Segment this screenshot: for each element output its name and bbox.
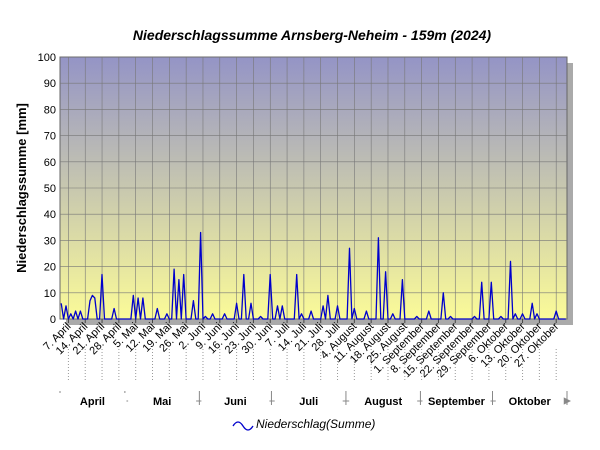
y-tick-label: 80 (44, 104, 56, 116)
month-label: August (364, 396, 402, 408)
legend-swatch (232, 421, 254, 431)
data-line (60, 231, 566, 320)
month-label: April (80, 396, 105, 408)
month-label-bg (495, 393, 564, 409)
y-tick-label: 10 (44, 288, 56, 300)
month-label-bg (349, 393, 418, 409)
month-label: September (428, 396, 486, 408)
chart-title: Niederschlagssumme Arnsberg-Neheim - 159… (133, 27, 492, 43)
y-tick-label: 0 (50, 314, 56, 326)
y-tick-label: 90 (44, 78, 56, 90)
month-label-bg (201, 393, 270, 409)
month-label-bg (58, 393, 127, 409)
month-label-bg (274, 393, 343, 409)
y-tick-label: 50 (44, 183, 56, 195)
month-label-bg (422, 393, 491, 409)
month-label: Juni (224, 396, 247, 408)
legend-label: Niederschlag(Summe) (256, 417, 375, 431)
y-tick-label: 100 (38, 52, 56, 64)
y-tick-label: 20 (44, 262, 56, 274)
y-tick-label: 60 (44, 157, 56, 169)
month-label: Oktober (509, 396, 552, 408)
month-label: Mai (153, 396, 171, 408)
month-label: Juli (299, 396, 318, 408)
y-tick-label: 40 (44, 209, 56, 221)
y-tick-label: 70 (44, 131, 56, 143)
y-tick-label: 30 (44, 235, 56, 247)
month-label-bg (128, 393, 197, 409)
y-axis-label: Niederschlagssumme [mm] (14, 103, 29, 273)
